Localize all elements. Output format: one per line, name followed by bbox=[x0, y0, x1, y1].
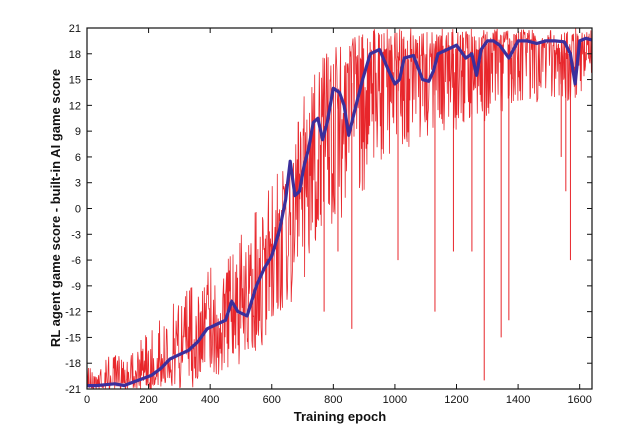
x-tick-label: 400 bbox=[201, 394, 219, 406]
plot-frame bbox=[86, 27, 593, 390]
x-tick-label: 600 bbox=[263, 394, 281, 406]
y-tick-label: -15 bbox=[65, 332, 81, 344]
x-tick-label: 1600 bbox=[567, 394, 591, 406]
y-tick-label: 3 bbox=[75, 178, 81, 190]
y-tick-label: -18 bbox=[65, 358, 81, 370]
plot-area bbox=[87, 28, 592, 389]
x-axis-title: Training epoch bbox=[294, 409, 387, 424]
x-tick-label: 0 bbox=[84, 394, 90, 406]
y-axis-ticks: -21 -18 -15 -12 -9 -6 -3 0 3 6 9 12 15 18 21 bbox=[65, 23, 592, 396]
raw-score-line bbox=[87, 28, 592, 389]
y-tick-label: 18 bbox=[69, 49, 81, 61]
x-tick-label: 1000 bbox=[383, 394, 407, 406]
y-axis-title: RL agent game score - built-in AI game s… bbox=[48, 69, 63, 347]
y-tick-label: 9 bbox=[75, 126, 81, 138]
y-tick-label: -12 bbox=[65, 307, 81, 319]
x-axis-ticks: 0 200 400 600 800 1000 1200 1400 1600 bbox=[84, 28, 592, 406]
raw-score-series bbox=[87, 28, 592, 389]
y-tick-label: 12 bbox=[69, 100, 81, 112]
y-tick-label: -6 bbox=[71, 255, 81, 267]
x-tick-label: 200 bbox=[139, 394, 157, 406]
smoothed-score-series bbox=[87, 36, 592, 388]
y-tick-label: -9 bbox=[71, 281, 81, 293]
x-tick-label: 1400 bbox=[506, 394, 530, 406]
x-tick-label: 800 bbox=[324, 394, 342, 406]
y-tick-label: -3 bbox=[71, 229, 81, 241]
smoothed-score-line bbox=[87, 36, 592, 388]
y-tick-label: 21 bbox=[69, 23, 81, 35]
y-tick-label: 6 bbox=[75, 152, 81, 164]
y-tick-label: -21 bbox=[65, 384, 81, 396]
y-tick-label: 0 bbox=[75, 204, 81, 216]
x-tick-label: 1200 bbox=[444, 394, 468, 406]
y-tick-label: 15 bbox=[69, 75, 81, 87]
